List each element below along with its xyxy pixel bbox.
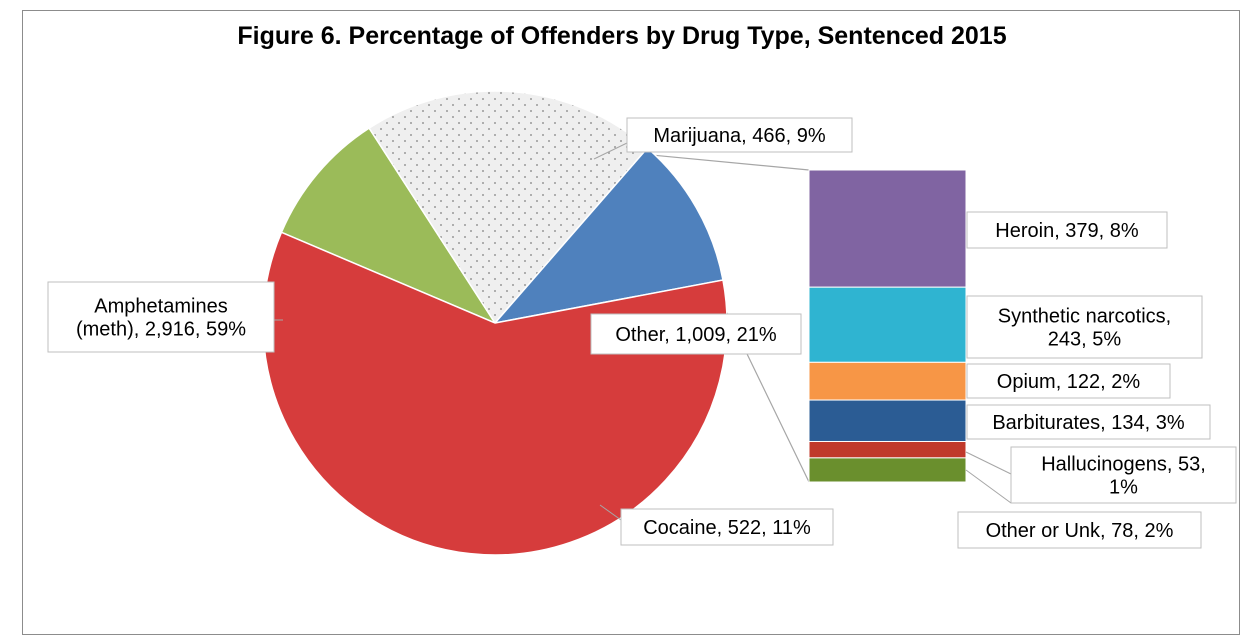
data-label-hallucinogens-text: 1% xyxy=(1109,477,1138,499)
leader-other-or-unk xyxy=(966,470,1011,503)
data-label-other-text: Other, 1,009, 21% xyxy=(615,324,776,346)
data-label-other: Other, 1,009, 21% xyxy=(591,314,801,354)
data-label-opium-text: Opium, 122, 2% xyxy=(997,371,1141,393)
data-label-amphetamines-meth: Amphetamines(meth), 2,916, 59% xyxy=(48,282,274,352)
data-label-synthetic-narcotics: Synthetic narcotics,243, 5% xyxy=(967,296,1202,358)
data-label-amphetamines-meth-text: Amphetamines xyxy=(94,296,227,318)
bar-segment-hallucinogens xyxy=(809,441,966,457)
data-label-heroin: Heroin, 379, 8% xyxy=(967,212,1167,248)
bar-segment-other-or-unk xyxy=(809,458,966,482)
data-label-opium: Opium, 122, 2% xyxy=(967,364,1170,398)
bar-segment-heroin xyxy=(809,170,966,287)
bar-segment-barbiturates xyxy=(809,400,966,441)
data-label-synthetic-narcotics-text: Synthetic narcotics, xyxy=(998,306,1171,328)
data-label-cocaine: Cocaine, 522, 11% xyxy=(621,509,833,545)
data-label-synthetic-narcotics-text: 243, 5% xyxy=(1048,329,1122,351)
bar-segment-synthetic-narcotics xyxy=(809,287,966,362)
data-label-hallucinogens: Hallucinogens, 53,1% xyxy=(1011,447,1236,503)
leader-hallucinogens xyxy=(966,452,1011,474)
data-label-cocaine-text: Cocaine, 522, 11% xyxy=(643,517,811,539)
data-label-marijuana-text: Marijuana, 466, 9% xyxy=(653,125,826,147)
data-label-other-or-unk-text: Other or Unk, 78, 2% xyxy=(986,520,1174,542)
data-label-barbiturates: Barbiturates, 134, 3% xyxy=(967,405,1210,439)
data-label-other-or-unk: Other or Unk, 78, 2% xyxy=(958,512,1201,548)
data-label-heroin-text: Heroin, 379, 8% xyxy=(995,220,1139,242)
data-label-marijuana: Marijuana, 466, 9% xyxy=(627,118,852,152)
bar-segment-opium xyxy=(809,362,966,400)
data-label-amphetamines-meth-text: (meth), 2,916, 59% xyxy=(76,319,246,341)
data-label-hallucinogens-text: Hallucinogens, 53, xyxy=(1041,454,1206,476)
data-label-barbiturates-text: Barbiturates, 134, 3% xyxy=(992,412,1185,434)
